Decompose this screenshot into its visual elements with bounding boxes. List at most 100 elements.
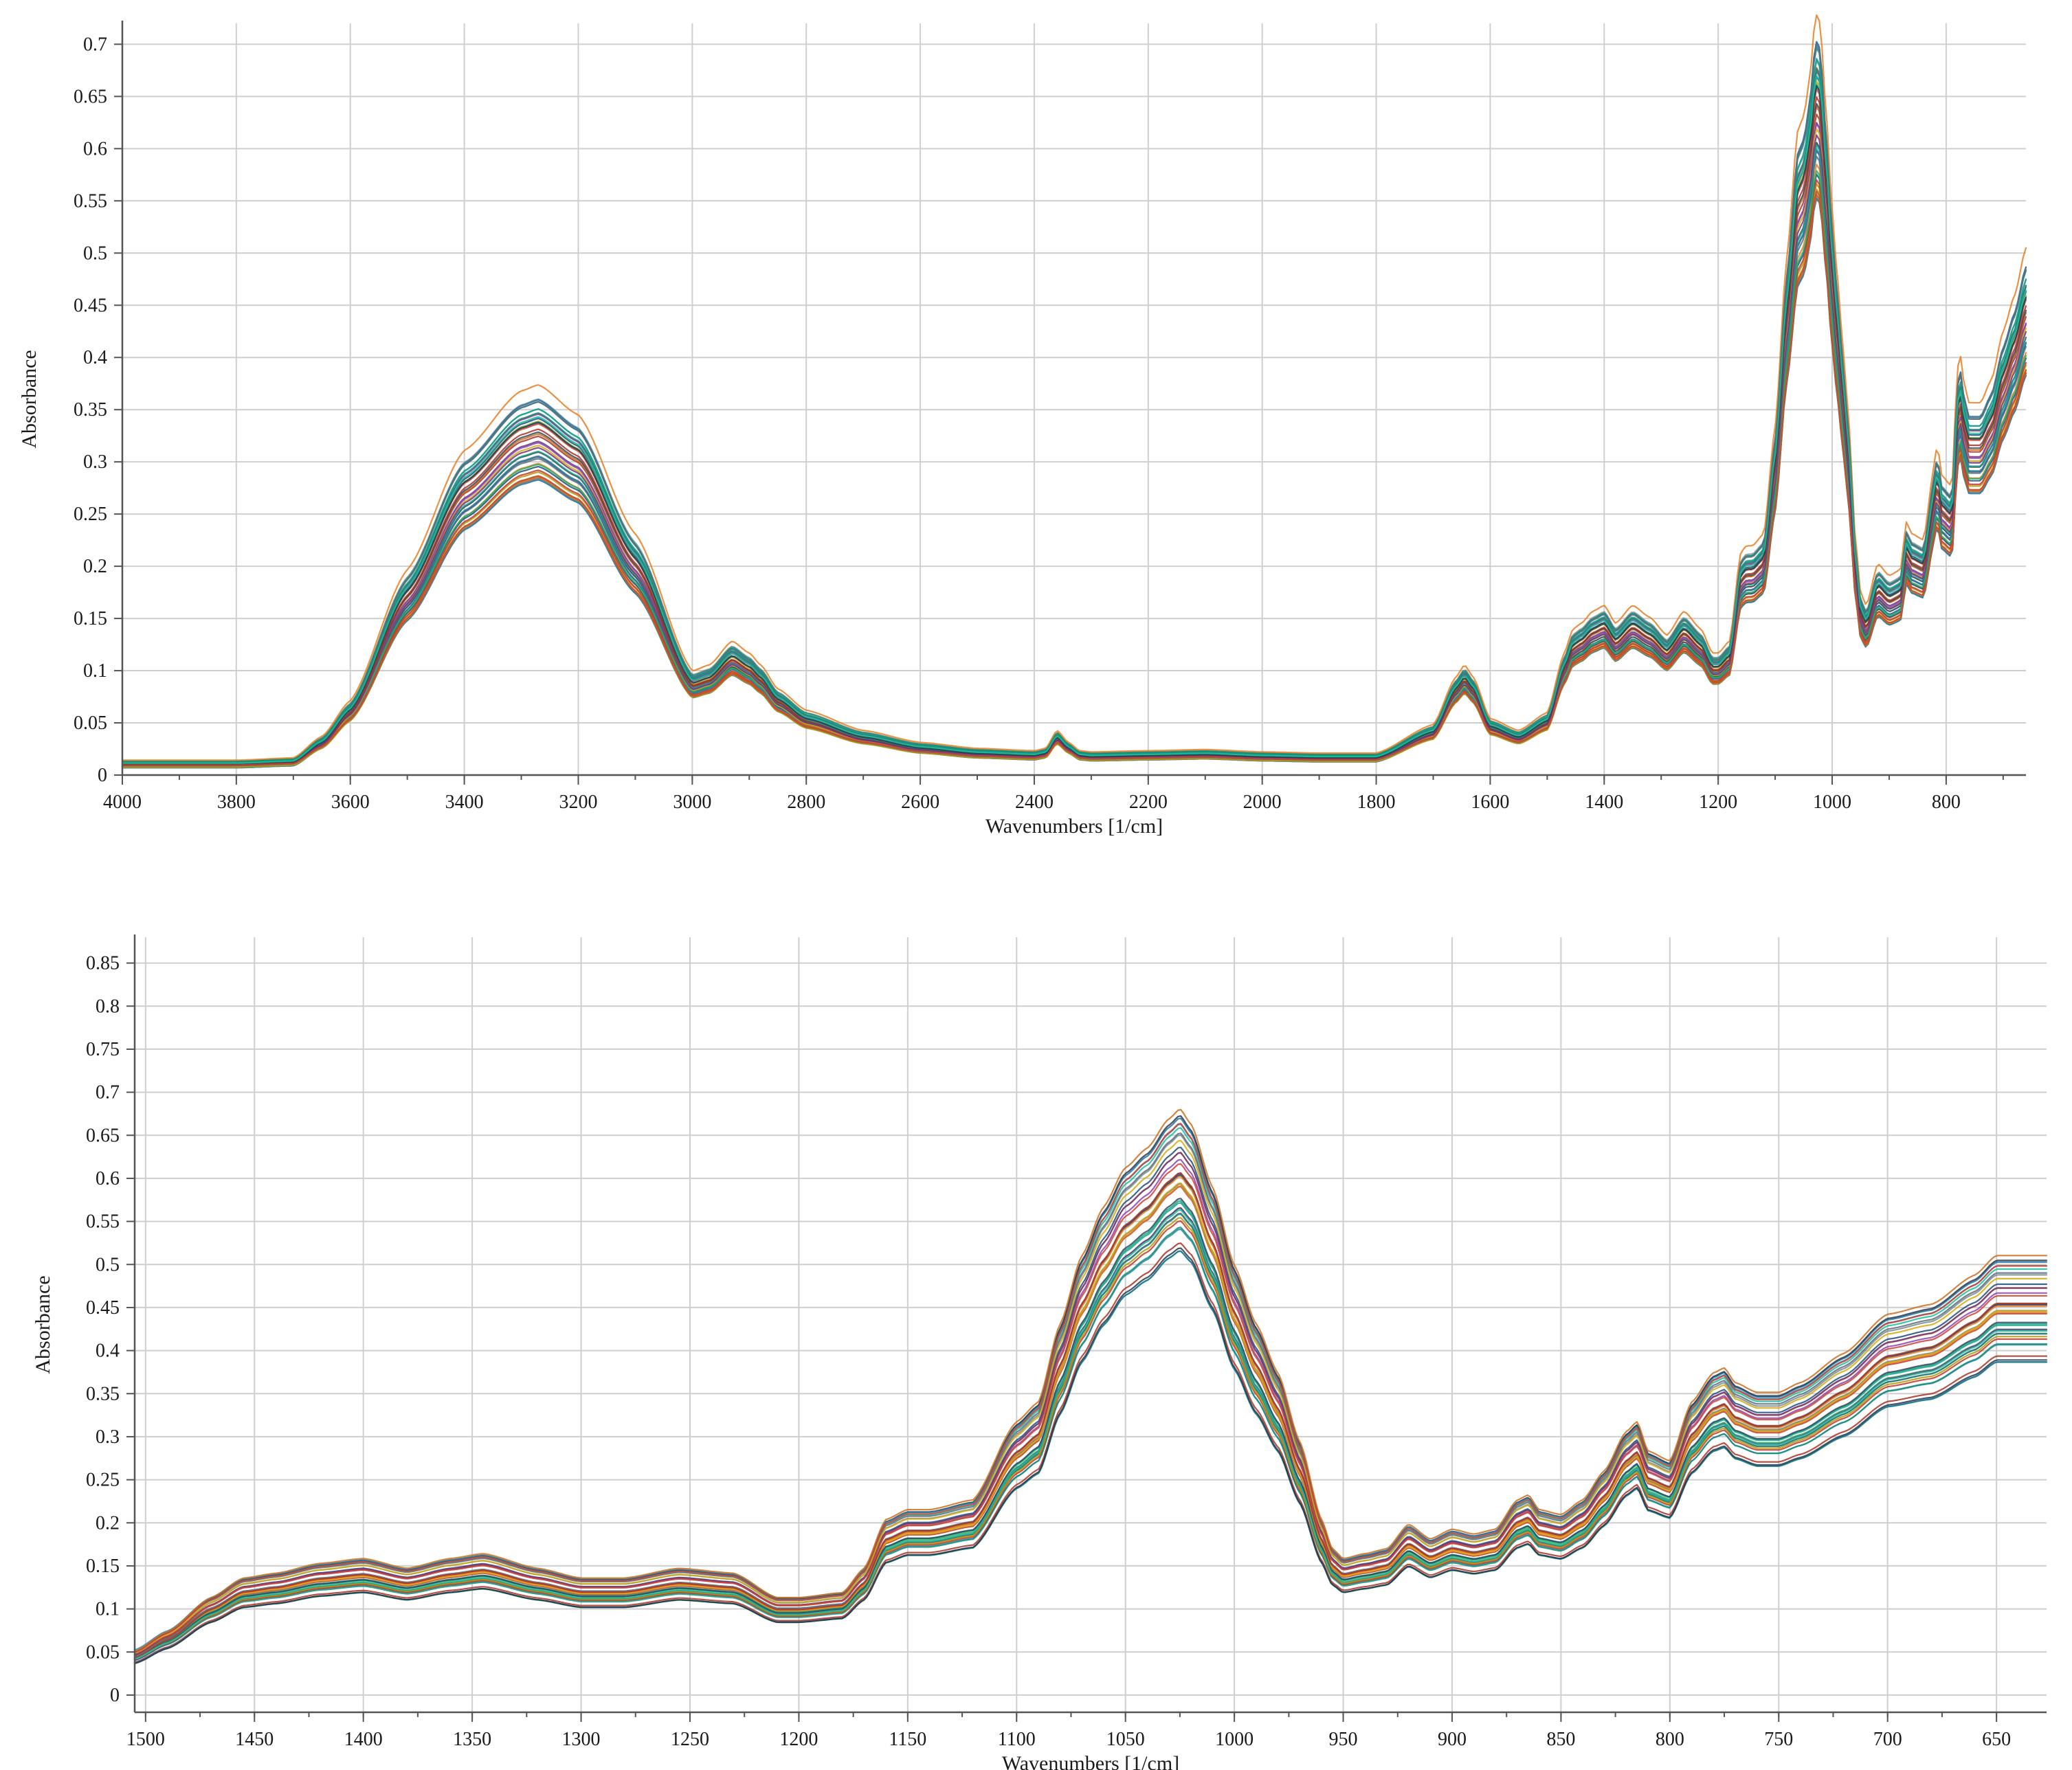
spectrum-series-line — [121, 69, 2027, 763]
spectrum-series-line — [133, 1123, 2048, 1653]
x-tick-label: 1200 — [779, 1729, 818, 1750]
spectrum-series-line — [133, 1108, 2048, 1653]
spectrum-series-line — [133, 1198, 2048, 1660]
series-group — [121, 14, 2027, 769]
x-tick-label: 1300 — [562, 1729, 601, 1750]
spectrum-series-line — [121, 102, 2027, 767]
x-tick-label: 2400 — [1015, 792, 1054, 813]
y-tick-label: 0.4 — [83, 347, 107, 368]
y-tick-label: 0.8 — [96, 996, 120, 1017]
y-tick-label: 0.1 — [96, 1599, 120, 1620]
y-tick-label: 0 — [98, 765, 107, 786]
y-tick-label: 0.55 — [86, 1211, 120, 1233]
y-tick-label: 0.5 — [96, 1254, 120, 1275]
spectrum-series-line — [121, 83, 2027, 766]
spectrum-series-line — [121, 106, 2027, 768]
y-tick-label: 0.45 — [86, 1297, 120, 1319]
spectrum-series-line — [121, 67, 2027, 766]
x-tick-label: 3200 — [559, 792, 597, 813]
y-tick-label: 0.35 — [86, 1383, 120, 1404]
spectrum-series-line — [121, 47, 2027, 763]
spectrum-series-line — [121, 164, 2027, 768]
x-tick-label: 1150 — [889, 1729, 926, 1750]
x-tick-label: 1500 — [126, 1729, 165, 1750]
y-tick-label: 0.65 — [86, 1125, 120, 1146]
y-tick-label: 0.15 — [86, 1556, 120, 1577]
y-tick-label: 0.4 — [96, 1341, 120, 1362]
spectrum-series-line — [121, 96, 2027, 768]
spectrum-series-line — [121, 14, 2027, 761]
spectrum-series-line — [133, 1139, 2048, 1654]
y-tick-label: 0.25 — [86, 1470, 120, 1491]
x-tick-label: 850 — [1546, 1729, 1575, 1750]
spectrum-series-line — [133, 1182, 2048, 1659]
spectrum-series-line — [121, 148, 2027, 769]
spectrum-series-line — [121, 183, 2027, 766]
spectrum-series-line — [121, 144, 2027, 763]
x-tick-label: 3400 — [445, 792, 484, 813]
spectrum-series-line — [121, 76, 2027, 767]
x-tick-label: 1450 — [235, 1729, 274, 1750]
x-tick-label: 1000 — [1813, 792, 1851, 813]
spectrum-series-line — [133, 1220, 2048, 1661]
spectrum-series-line — [121, 142, 2027, 768]
y-tick-label: 0.05 — [74, 713, 107, 734]
y-tick-label: 0.15 — [74, 608, 107, 629]
x-tick-label: 2000 — [1243, 792, 1282, 813]
x-tick-label: 1050 — [1106, 1729, 1145, 1750]
y-tick-label: 0.25 — [74, 504, 107, 525]
y-tick-label: 0.3 — [83, 451, 107, 473]
x-tick-label: 900 — [1438, 1729, 1467, 1750]
spectrum-series-line — [133, 1247, 2048, 1664]
y-tick-label: 0 — [110, 1685, 120, 1706]
grid — [135, 937, 2047, 1712]
x-tick-label: 1000 — [1215, 1729, 1254, 1750]
x-tick-label: 2200 — [1129, 792, 1168, 813]
y-tick-label: 0.7 — [83, 34, 107, 55]
x-tick-label: 800 — [1932, 792, 1961, 813]
y-tick-label: 0.85 — [86, 953, 120, 974]
x-tick-label: 1100 — [998, 1729, 1036, 1750]
spectrum-chart-fingerprint-region: 1500 1450 1400 1350 1300 1250 1200 1150 1100 1050… — [32, 934, 2048, 1770]
x-tick-label: 650 — [1982, 1729, 2011, 1750]
y-axis-title: Absorbance — [18, 350, 41, 448]
y-tick-label: 0.75 — [86, 1039, 120, 1060]
spectrum-series-line — [121, 113, 2027, 764]
spectrum-series-line — [121, 194, 2027, 768]
y-tick-label: 0.2 — [96, 1512, 120, 1534]
spectrum-series-line — [133, 1163, 2048, 1655]
spectrum-series-line — [121, 196, 2027, 766]
spectrum-series-line — [121, 85, 2027, 765]
spectrum-series-line — [121, 41, 2027, 765]
spectrum-series-line — [133, 1172, 2048, 1659]
y-tick-label: 0.2 — [83, 556, 107, 577]
spectrum-series-line — [121, 188, 2027, 768]
x-tick-label: 700 — [1873, 1729, 1902, 1750]
x-tick-label: 1600 — [1471, 792, 1509, 813]
grid — [122, 23, 2026, 776]
spectrum-series-line — [133, 1132, 2048, 1653]
spectrum-series-line — [121, 150, 2027, 769]
x-tick-label: 1350 — [453, 1729, 491, 1750]
x-tick-label: 1400 — [344, 1729, 383, 1750]
spectrum-series-line — [121, 58, 2027, 766]
y-tick-label: 0.7 — [96, 1082, 120, 1104]
spectrum-series-line — [121, 88, 2027, 765]
spectrum-series-line — [133, 1242, 2048, 1663]
x-tick-label: 950 — [1329, 1729, 1358, 1750]
spectrum-series-line — [121, 170, 2027, 764]
spectrum-series-line — [121, 80, 2027, 768]
x-tick-label: 1400 — [1585, 792, 1623, 813]
x-tick-label: 1800 — [1357, 792, 1396, 813]
spectrum-series-line — [133, 1152, 2048, 1656]
spectrum-series-line — [121, 155, 2027, 767]
x-tick-label: 1250 — [671, 1729, 709, 1750]
spectrum-series-line — [133, 1217, 2048, 1660]
x-tick-label: 750 — [1764, 1729, 1793, 1750]
spectrum-series-line — [133, 1127, 2048, 1653]
x-tick-label: 800 — [1656, 1729, 1684, 1750]
spectrum-series-line — [121, 134, 2027, 766]
spectrum-series-line — [121, 44, 2027, 765]
spectrum-series-line — [121, 194, 2027, 765]
spectrum-series-line — [121, 42, 2027, 762]
